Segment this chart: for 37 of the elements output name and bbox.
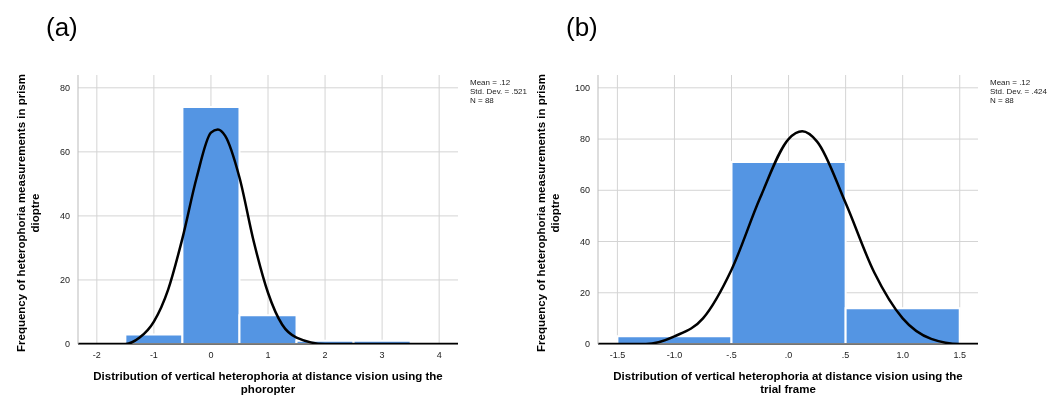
chart-title: (b) bbox=[566, 12, 598, 43]
chart-title: (a) bbox=[46, 12, 78, 43]
text: Std. Dev. = .424 bbox=[990, 87, 1047, 96]
x-tick-label: -1 bbox=[149, 350, 158, 361]
x-tick-label: 4 bbox=[436, 350, 442, 361]
text: N = 88 bbox=[990, 96, 1015, 105]
x-tick-label: 2 bbox=[322, 350, 328, 361]
y-tick-label: 60 bbox=[59, 147, 70, 158]
y-tick-label: 80 bbox=[59, 83, 70, 93]
x-tick-label: .0 bbox=[784, 350, 793, 361]
x-tick-label: -2 bbox=[92, 350, 101, 361]
text: Mean = .12 bbox=[990, 78, 1032, 87]
text: Std. Dev. = .521 bbox=[470, 87, 527, 96]
y-tick-label: 20 bbox=[579, 287, 590, 298]
x-tick-label: .5 bbox=[841, 350, 850, 361]
x-tick-label: -1.0 bbox=[666, 350, 683, 361]
y-axis-title: Frequency of heterophoria measurements in prism dioptre bbox=[534, 73, 562, 354]
y-tick-label: 100 bbox=[574, 83, 590, 93]
y-tick-label: 20 bbox=[59, 275, 70, 286]
x-tick-label: 3 bbox=[379, 350, 385, 361]
x-tick-label: 1.5 bbox=[953, 350, 966, 361]
x-tick-label: 1.0 bbox=[896, 350, 909, 361]
y-tick-label: 0 bbox=[584, 339, 590, 350]
x-tick-label: -.5 bbox=[726, 350, 737, 361]
y-tick-label: 40 bbox=[579, 236, 590, 247]
x-axis-title: Distribution of vertical heterophoria at distance vision using the phoropter bbox=[92, 370, 444, 396]
x-axis-title: Distribution of vertical heterophoria at distance vision using the trial frame bbox=[612, 370, 964, 396]
x-tick-label: 0 bbox=[208, 350, 214, 361]
x-tick-label: -1.5 bbox=[609, 350, 626, 361]
text: N = 88 bbox=[470, 96, 495, 105]
y-tick-label: 60 bbox=[579, 185, 590, 196]
text: Mean = .12 bbox=[470, 78, 512, 87]
y-tick-label: 40 bbox=[59, 211, 70, 222]
y-axis-title: Frequency of heterophoria measurements in prism dioptre bbox=[14, 73, 42, 354]
y-tick-label: 0 bbox=[64, 339, 70, 350]
x-tick-label: 1 bbox=[265, 350, 271, 361]
y-tick-label: 80 bbox=[579, 134, 590, 145]
